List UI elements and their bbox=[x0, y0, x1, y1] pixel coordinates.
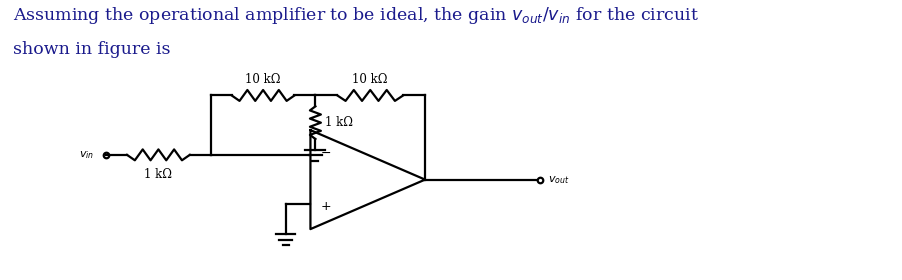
Text: $v_{in}$: $v_{in}$ bbox=[79, 149, 94, 161]
Text: $v_{out}$: $v_{out}$ bbox=[548, 174, 569, 186]
Text: 1 kΩ: 1 kΩ bbox=[326, 116, 354, 129]
Text: 1 kΩ: 1 kΩ bbox=[144, 168, 172, 181]
Text: $+$: $+$ bbox=[320, 200, 332, 213]
Text: shown in figure is: shown in figure is bbox=[14, 41, 170, 58]
Text: 10 kΩ: 10 kΩ bbox=[353, 73, 388, 86]
Text: 10 kΩ: 10 kΩ bbox=[245, 73, 281, 86]
Text: Assuming the operational amplifier to be ideal, the gain $v_{out}/v_{in}$ for th: Assuming the operational amplifier to be… bbox=[14, 5, 699, 26]
Text: $-$: $-$ bbox=[320, 146, 332, 159]
